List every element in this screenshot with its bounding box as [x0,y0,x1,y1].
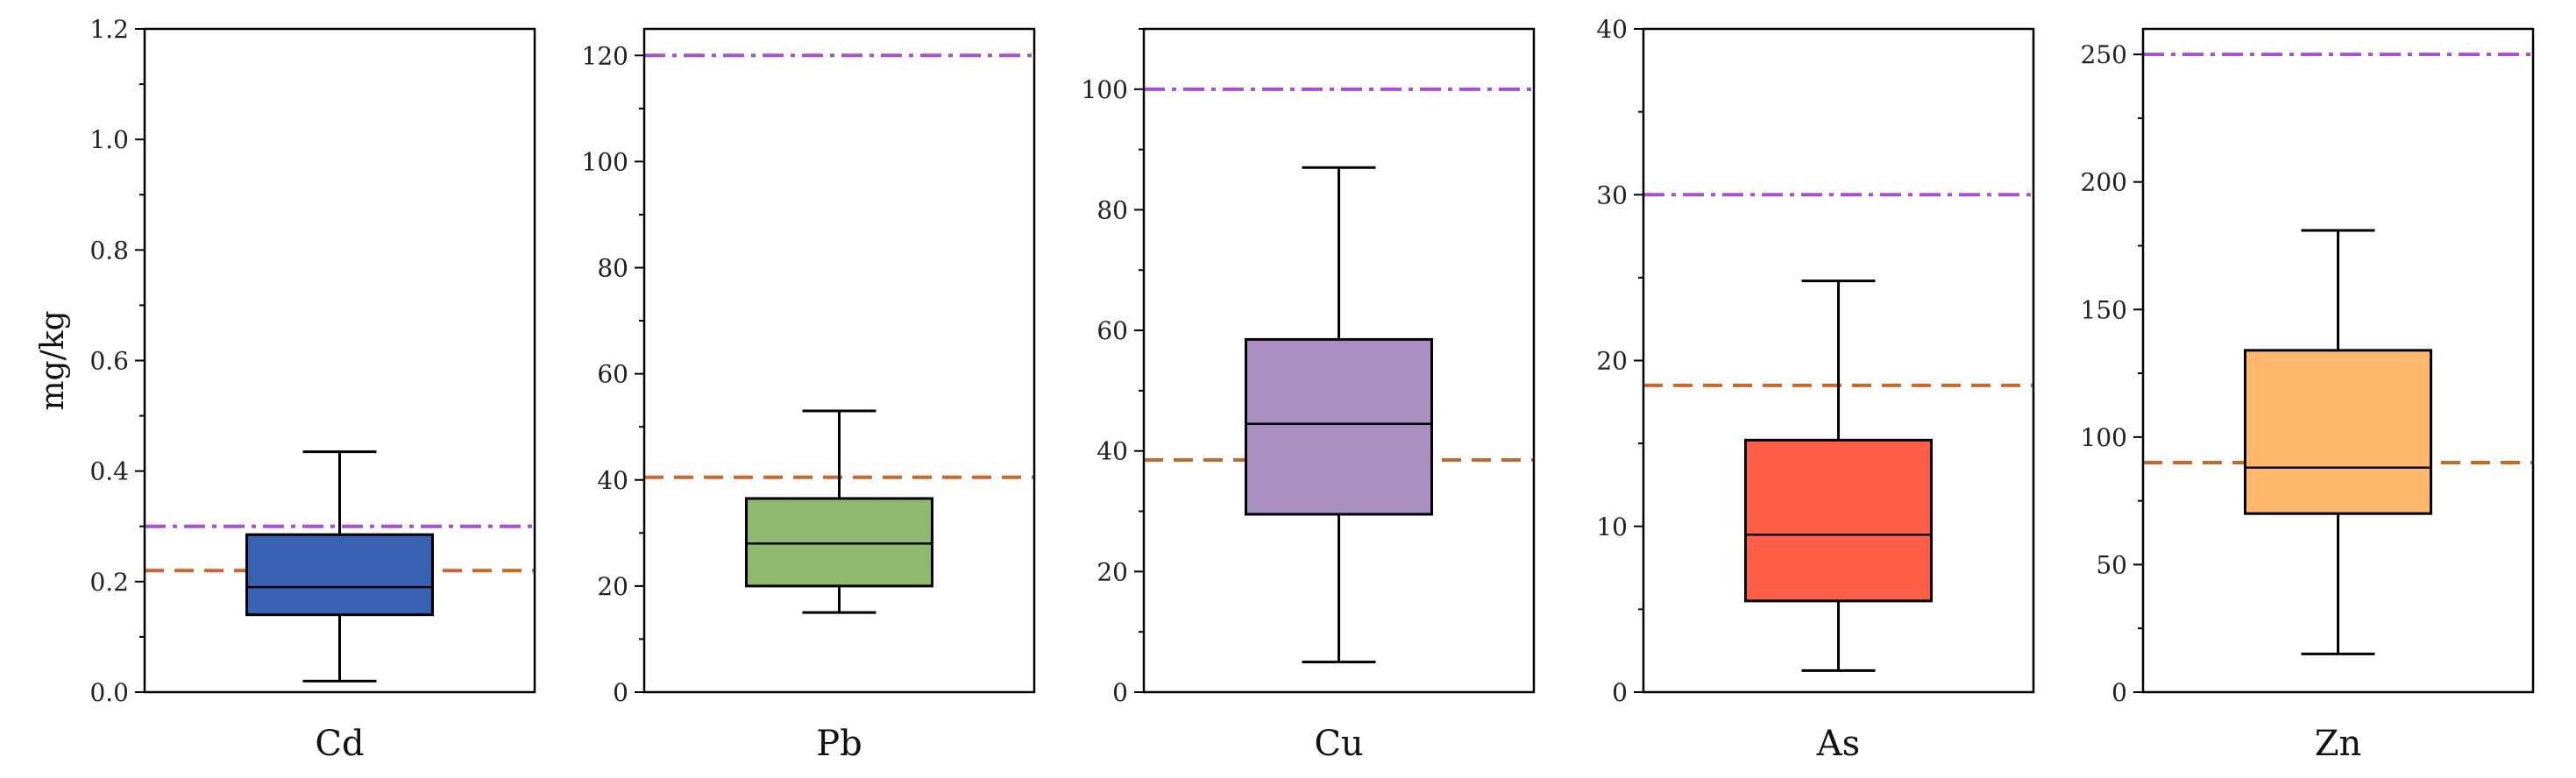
y-tick-label: 0 [2111,678,2127,707]
y-axis-title: mg/kg [35,310,71,410]
x-category-label: Cu [1314,724,1363,764]
panels-group: 0.00.20.40.60.81.01.2Cdmg/kg020406080100… [35,15,2535,764]
y-tick-label: 20 [1096,557,1128,586]
panel-as: 0 10 20 30 40 As [1596,15,2035,764]
y-tick-label: 250 [2081,40,2127,69]
y-tick-label: 200 [2081,168,2127,197]
y-tick-label: 0.2 [89,568,129,597]
box-as [1744,438,1933,603]
box-pb [745,497,933,588]
y-tick-label: 150 [2081,295,2127,324]
y-tick-label: 100 [582,147,628,176]
y-tick-label: 100 [1082,75,1128,104]
y-tick-label: 120 [582,41,628,70]
plot-frame [1142,27,1536,694]
x-category-label: Cd [315,724,364,764]
y-tick-label: 80 [1096,195,1128,224]
y-tick-label: 80 [597,254,628,283]
box-cd [245,533,434,617]
x-category-label: Zn [2315,724,2362,764]
y-tick-label: 60 [597,360,628,389]
panel-pb: 0 20 40 60 80 100 120 Pb [582,27,1036,764]
y-tick-label: 40 [1096,437,1128,466]
y-tick-label: 20 [597,572,628,601]
panel-zn: 0 50 100 150 200 250 Zn [2081,27,2535,764]
y-tick-label: 60 [1096,316,1128,345]
y-tick-label: 1.0 [89,125,129,154]
y-tick-label: 0.6 [89,347,129,376]
y-tick-label: 0.4 [89,457,129,486]
plot-frame [1642,27,2035,694]
y-tick-label: 30 [1596,180,1628,209]
y-tick-label: 50 [2096,550,2127,579]
y-tick-label: 1.2 [89,15,129,44]
plot-frame [642,27,1036,694]
y-tick-label: 0.8 [89,236,129,265]
y-tick-label: 0.0 [89,678,129,707]
y-tick-label: 10 [1596,513,1628,541]
y-tick-label: 0 [1112,678,1128,707]
y-tick-label: 0 [613,678,628,707]
plot-frame [2141,27,2535,694]
y-tick-label: 40 [1596,15,1628,44]
panel-cu: 0 20 40 60 80 100 Cu [1082,27,1536,764]
panel-cd: 0.0 0.2 0.4 0.6 0.8 1.0 1.2 Cd mg/kg [35,15,536,764]
y-tick-label: 20 [1596,347,1628,376]
x-category-label: Pb [816,724,862,764]
y-tick-label: 100 [2081,423,2127,452]
box-zn [2244,349,2432,515]
y-tick-label: 0 [1612,678,1628,707]
plot-frame [143,27,536,694]
box-cu [1245,337,1433,516]
y-tick-label: 40 [597,466,628,495]
x-category-label: As [1816,724,1860,764]
